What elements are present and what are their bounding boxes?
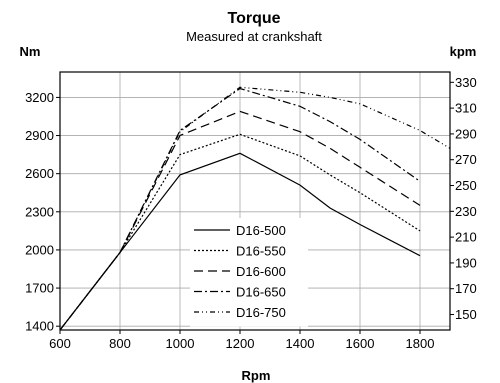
x-tick-label: 800 [109,336,131,351]
series-lines [59,86,451,331]
x-tick-label: 1600 [346,336,375,351]
y2-tick-label: 170 [455,281,477,296]
grid [59,72,450,330]
legend-label: D16-750 [236,305,286,320]
legend-label: D16-600 [236,264,286,279]
plot-frame [59,71,451,331]
x-axis-label: Rpm [242,368,271,383]
chart-subtitle: Measured at crankshaft [186,29,322,44]
series-line-d16-550 [59,133,421,331]
y-tick-label: 2300 [25,204,54,219]
y2-tick-label: 230 [455,204,477,219]
y-tick-label: 2600 [25,166,54,181]
y2-tick-label: 270 [455,152,477,167]
x-tick-label: 600 [49,336,71,351]
y-tick-label: 3200 [25,90,54,105]
y2-tick-label: 290 [455,126,477,141]
tick-labels: 600 800 1000 1200 1400 1600 1800 1400 1700 2000 23… [25,75,477,351]
x-tick-label: 1000 [166,336,195,351]
legend: D16-500 D16-550 D16-600 D16-650 D16-750 [190,218,308,327]
y2-tick-label: 190 [455,255,477,270]
y2-tick-label: 310 [455,101,477,116]
y-tick-label: 1700 [25,281,54,296]
legend-label: D16-650 [236,285,286,300]
series-line-d16-750 [59,86,451,331]
y-tick-label: 2000 [25,242,54,257]
legend-label: D16-500 [236,223,286,238]
x-tick-label: 1800 [406,336,435,351]
x-tick-label: 1400 [286,336,315,351]
y-axis-unit-left: Nm [20,44,41,59]
y2-tick-label: 330 [455,75,477,90]
y-tick-label: 2900 [25,128,54,143]
series-line-d16-650 [59,87,421,331]
legend-background [190,218,308,327]
y2-tick-label: 150 [455,307,477,322]
series-line-d16-500 [59,152,421,331]
y-axis-unit-right: kpm [450,44,477,59]
y-tick-label: 1400 [25,319,54,334]
y2-tick-label: 250 [455,178,477,193]
x-tick-label: 1200 [226,336,255,351]
chart-title: Torque [227,10,280,27]
y2-tick-label: 210 [455,230,477,245]
legend-label: D16-550 [236,244,286,259]
